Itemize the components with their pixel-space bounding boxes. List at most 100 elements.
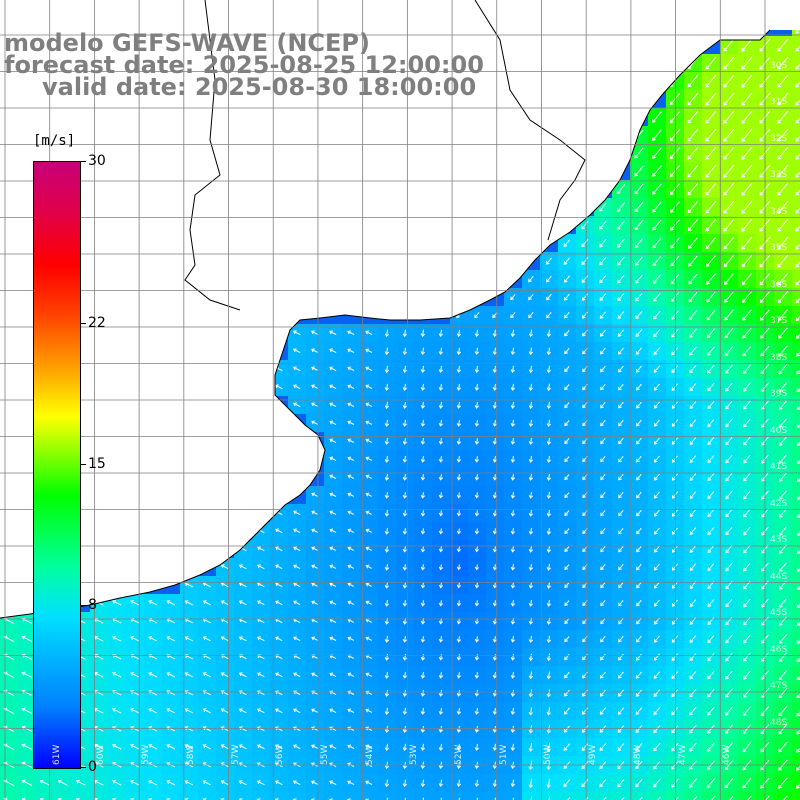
wind-arrow: [148, 744, 158, 750]
wind-arrow-head: [761, 406, 765, 410]
wind-arrow-head: [220, 798, 225, 800]
wind-arrow: [635, 274, 643, 284]
wind-arrow: [474, 312, 480, 318]
wind-arrow-head: [778, 785, 782, 789]
valid-date: valid date: 2025-08-30 18:00:00: [42, 73, 477, 101]
wind-arrow: [600, 365, 606, 373]
wind-arrow-head: [166, 654, 171, 658]
wind-arrow: [672, 545, 678, 553]
colorbar-tick-label: 30: [88, 153, 106, 169]
wind-arrow-head: [707, 459, 712, 464]
colorbar-tick: [80, 464, 86, 465]
wind-arrow-head: [311, 420, 315, 425]
wind-arrow: [386, 582, 388, 588]
wind-arrow-head: [616, 208, 621, 213]
wind-arrow: [671, 671, 679, 679]
wind-arrow-head: [438, 351, 443, 356]
wind-arrow: [275, 600, 283, 606]
wind-arrow-head: [365, 492, 370, 497]
wind-arrow: [494, 510, 496, 516]
wind-arrow: [494, 600, 496, 606]
wind-arrow-head: [636, 620, 640, 625]
wind-arrow-head: [347, 366, 351, 371]
wind-arrow: [652, 238, 662, 248]
wind-arrow-head: [510, 459, 516, 463]
wind-arrow-head: [39, 779, 44, 784]
wind-cell: [792, 630, 800, 648]
wind-arrow-head: [743, 676, 747, 680]
wind-arrow: [779, 418, 787, 428]
wind-arrow-head: [725, 423, 729, 428]
wind-arrow: [581, 779, 589, 787]
wind-arrow-head: [723, 210, 727, 214]
wind-arrow: [529, 689, 533, 697]
wind-arrow: [564, 600, 570, 606]
wind-cell: [108, 792, 126, 800]
wind-arrow-head: [329, 366, 333, 371]
wind-arrow: [184, 726, 194, 732]
wind-arrow-head: [723, 138, 727, 142]
wind-arrow-head: [761, 459, 765, 464]
wind-arrow-head: [671, 603, 676, 607]
wind-cell: [792, 468, 800, 486]
latitude-label: 47S: [770, 681, 788, 691]
wind-arrow-head: [582, 458, 586, 463]
wind-arrow-head: [528, 369, 533, 374]
wind-arrow: [366, 529, 372, 533]
wind-arrow-head: [347, 798, 351, 800]
wind-arrow: [548, 545, 550, 553]
wind-arrow: [796, 369, 800, 375]
wind-arrow-head: [510, 548, 516, 553]
wind-arrow: [635, 743, 643, 751]
wind-arrow: [275, 780, 283, 786]
wind-arrow-head: [184, 690, 189, 694]
wind-arrow-head: [669, 191, 674, 196]
wind-arrow-head: [706, 316, 711, 321]
wind-arrow-head: [742, 694, 747, 698]
wind-cell: [792, 666, 800, 684]
wind-arrow-head: [384, 531, 390, 535]
wind-arrow-head: [706, 766, 711, 770]
wind-arrow: [293, 744, 301, 750]
wind-arrow: [275, 708, 283, 714]
wind-arrow: [130, 600, 140, 606]
wind-arrow-head: [687, 173, 692, 178]
wind-arrow-head: [688, 280, 693, 285]
wind-cell: [792, 270, 800, 288]
wind-arrow-head: [310, 330, 315, 335]
wind-cell: [36, 792, 54, 800]
wind-arrow-head: [671, 765, 675, 770]
wind-arrow-head: [365, 474, 370, 479]
wind-arrow-head: [130, 779, 134, 784]
wind-arrow: [706, 778, 716, 788]
wind-arrow: [599, 275, 607, 283]
wind-arrow-head: [778, 622, 783, 626]
wind-arrow: [548, 635, 550, 643]
wind-arrow: [548, 455, 550, 463]
wind-arrow-head: [689, 549, 694, 553]
wind-arrow: [528, 294, 534, 300]
wind-arrow: [653, 778, 661, 788]
wind-arrow: [94, 618, 104, 624]
wind-arrow: [347, 619, 355, 623]
wind-arrow: [112, 600, 122, 606]
wind-arrow-head: [420, 441, 426, 445]
wind-arrow-head: [256, 636, 261, 641]
wind-arrow-head: [456, 387, 461, 391]
wind-arrow: [422, 564, 424, 570]
wind-arrow: [653, 689, 661, 697]
wind-arrow: [386, 491, 388, 499]
wind-arrow-head: [635, 783, 639, 788]
wind-arrow-head: [365, 348, 370, 353]
wind-arrow: [311, 493, 319, 497]
wind-arrow: [329, 673, 337, 677]
wind-arrow-head: [293, 402, 297, 407]
wind-arrow: [711, 796, 716, 800]
wind-arrow-head: [582, 602, 586, 607]
wind-arrow: [689, 527, 697, 535]
wind-arrow-head: [706, 352, 711, 356]
wind-arrow: [528, 275, 534, 283]
wind-arrow: [546, 312, 552, 318]
wind-cell: [324, 792, 342, 800]
wind-arrow: [476, 492, 478, 498]
